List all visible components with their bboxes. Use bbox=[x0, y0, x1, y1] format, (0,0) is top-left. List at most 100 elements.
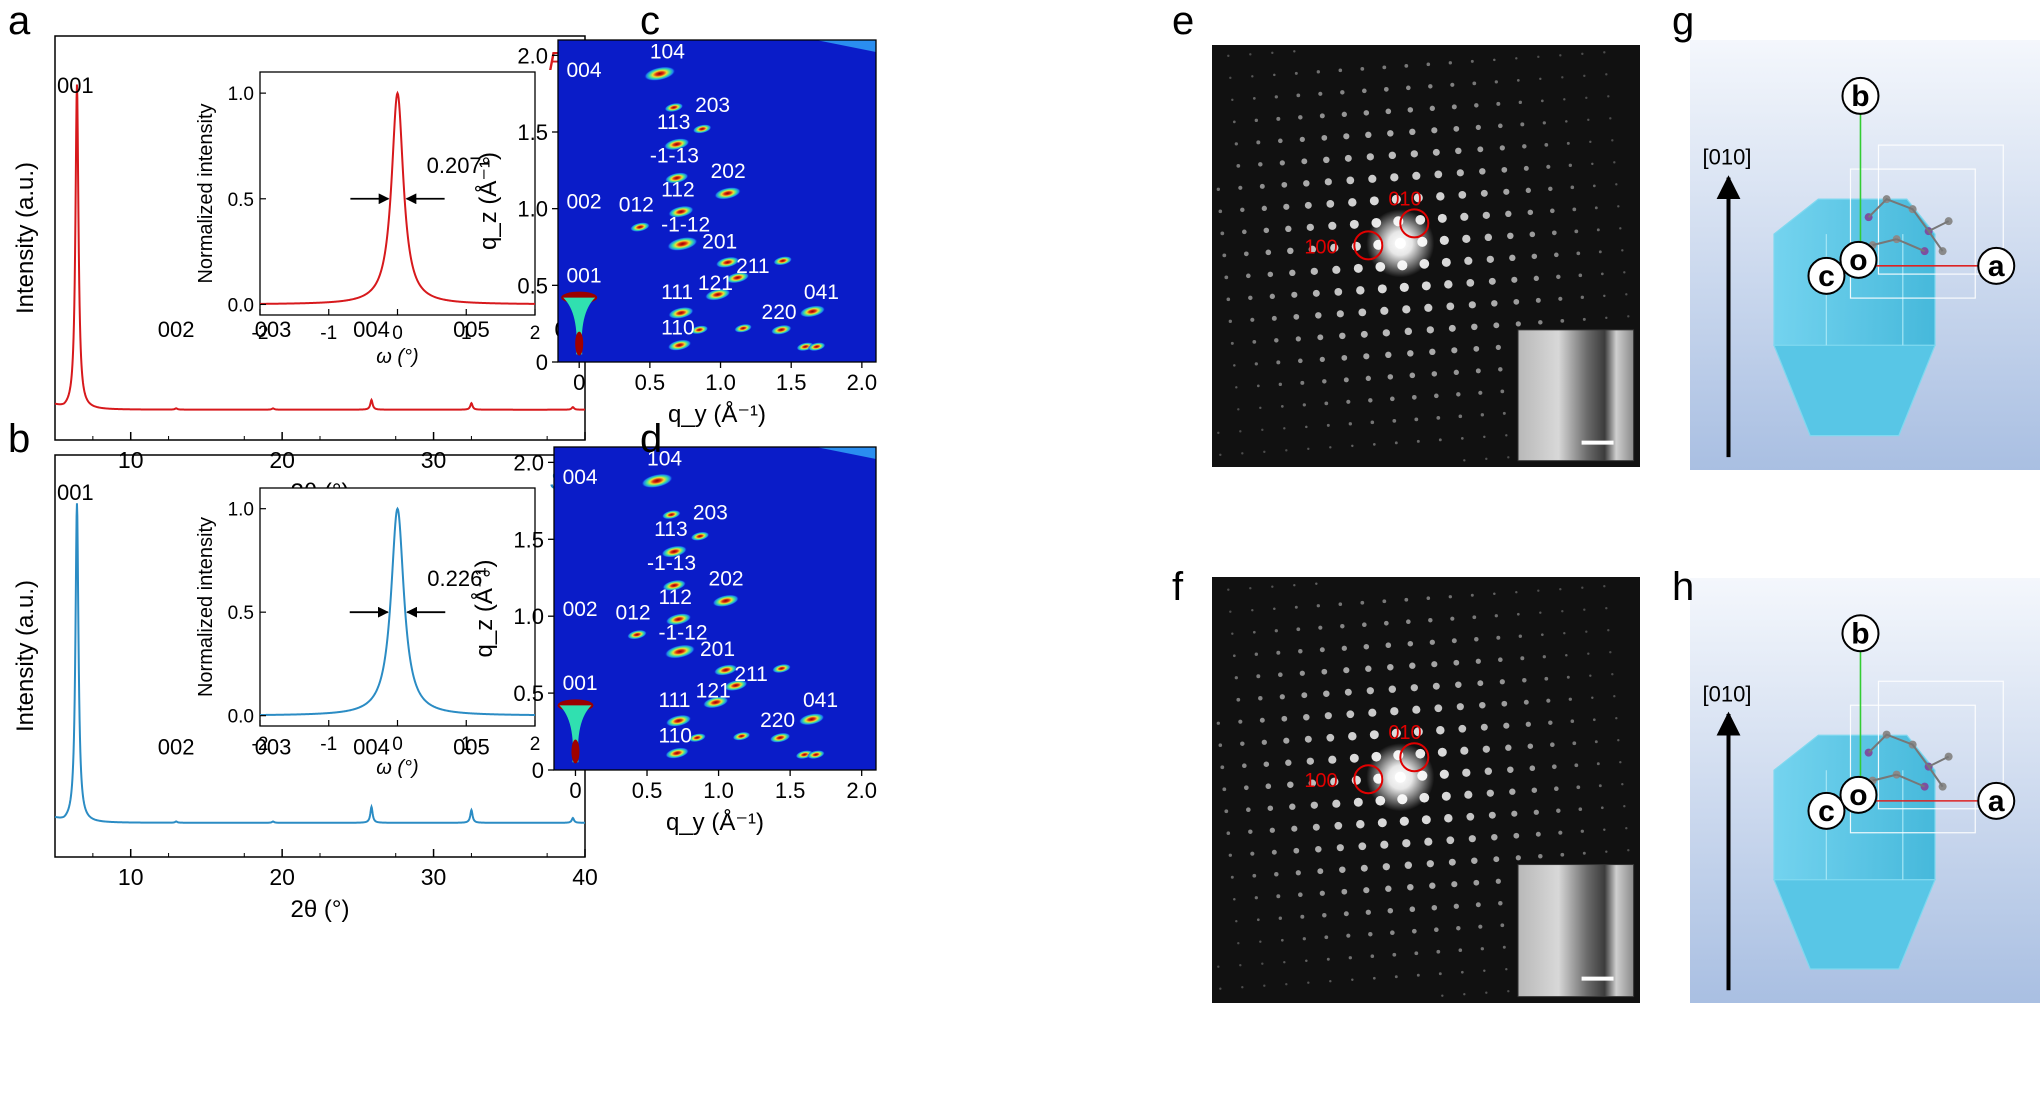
tem-diffraction-spot bbox=[1251, 609, 1254, 612]
tem-diffraction-spot bbox=[1585, 96, 1588, 100]
inset-x-axis-label: ω (°) bbox=[376, 346, 418, 368]
diffraction-spot bbox=[773, 256, 793, 266]
tem-diffraction-spot bbox=[1300, 914, 1305, 919]
diffraction-spot bbox=[668, 306, 694, 319]
tem-diffraction-spot bbox=[1402, 305, 1411, 314]
tem-diffraction-spot bbox=[1539, 77, 1542, 81]
tem-diffraction-spot bbox=[1605, 316, 1608, 320]
tem-diffraction-spot bbox=[1254, 118, 1259, 123]
axis-label-c-text: c bbox=[1818, 795, 1835, 828]
index-circle-100 bbox=[1353, 764, 1384, 795]
tem-diffraction-spot bbox=[1448, 61, 1452, 65]
tem-diffraction-spot bbox=[1509, 254, 1516, 262]
tem-diffraction-spot bbox=[1346, 933, 1351, 938]
x-tick-label: 30 bbox=[421, 864, 447, 890]
tem-diffraction-spot bbox=[1315, 582, 1318, 585]
tem-diffraction-spot bbox=[1235, 920, 1238, 923]
axis-label-a-badge bbox=[1977, 781, 2016, 820]
tem-diffraction-spot bbox=[1483, 435, 1486, 439]
tem-diffraction-spot bbox=[1453, 903, 1459, 909]
miller-index-label: 203 bbox=[695, 94, 730, 117]
tem-diffraction-spot bbox=[1217, 431, 1220, 435]
tem-diffraction-spot bbox=[1409, 906, 1416, 913]
diffraction-spot bbox=[667, 236, 698, 251]
tem-diffraction-spot bbox=[1227, 588, 1230, 591]
tem-diffraction-spot bbox=[1406, 85, 1411, 91]
tem-diffraction-spot bbox=[1473, 345, 1480, 352]
tem-diffraction-spot bbox=[1424, 837, 1433, 846]
tem-diffraction-spot bbox=[1261, 205, 1267, 211]
inset-rocking-curve bbox=[260, 506, 535, 716]
tem-diffraction-spot bbox=[1341, 111, 1347, 117]
unit-cell-back bbox=[1877, 680, 2004, 810]
tem-diffraction-spot bbox=[1326, 423, 1330, 427]
tem-diffraction-spot bbox=[1382, 329, 1390, 337]
panel-a: 001002003004005006102030402θ (°)Intensit… bbox=[12, 35, 598, 506]
diffraction-spot bbox=[723, 679, 748, 691]
tem-diffraction-spot bbox=[1252, 630, 1256, 634]
panel-b: 001002003004005006102030402θ (°)Intensit… bbox=[12, 454, 598, 923]
miller-index-label: -1-13 bbox=[647, 552, 696, 575]
miller-index-label: 203 bbox=[693, 501, 728, 524]
diffraction-spot bbox=[688, 733, 706, 743]
miller-index-label: 112 bbox=[661, 178, 694, 201]
tem-diffraction-spot bbox=[1502, 945, 1506, 949]
tem-diffraction-spot bbox=[1318, 91, 1323, 96]
axis-label-a-badge bbox=[1977, 246, 2016, 285]
tem-diffraction-spot bbox=[1300, 380, 1305, 385]
tem-diffraction-spot bbox=[1321, 668, 1328, 675]
tem-diffraction-spot bbox=[1498, 657, 1503, 663]
tem-diffraction-spot bbox=[1603, 51, 1606, 54]
inset-y-tick-label: 1.0 bbox=[228, 84, 254, 105]
tem-diffraction-spot bbox=[1383, 620, 1389, 626]
index-circle-010 bbox=[1399, 208, 1430, 239]
tem-diffraction-spot bbox=[1525, 187, 1531, 193]
tem-diffraction-spot bbox=[1346, 710, 1355, 719]
tem-diffraction-spot bbox=[1263, 227, 1270, 234]
tem-diffraction-spot bbox=[1239, 430, 1242, 433]
tem-diffraction-spot bbox=[1353, 263, 1363, 273]
tem-diffraction-spot bbox=[1289, 803, 1296, 810]
tem-diffraction-spot bbox=[1344, 688, 1352, 696]
diffraction-spot bbox=[627, 629, 647, 640]
tem-diffraction-spot bbox=[1259, 717, 1265, 723]
tem-diffraction-spot bbox=[1513, 832, 1520, 839]
tem-diffraction-spot bbox=[1232, 120, 1236, 124]
tem-diffraction-spot bbox=[1407, 640, 1414, 647]
tem-diffraction-spot bbox=[1319, 647, 1325, 653]
diffraction-spot bbox=[662, 579, 686, 592]
tem-diffraction-spot bbox=[1240, 741, 1245, 746]
diffraction-spot bbox=[641, 473, 673, 489]
tem-diffraction-spot bbox=[1276, 650, 1281, 655]
tem-diffraction-spot bbox=[1531, 787, 1538, 793]
tem-diffraction-spot bbox=[1273, 73, 1276, 77]
tem-diffraction-spot bbox=[1298, 892, 1303, 898]
tem-diffraction-spot bbox=[1480, 413, 1484, 417]
panel-letter-c: c bbox=[640, 0, 660, 43]
tem-diffraction-spot bbox=[1363, 643, 1370, 650]
y-tick-label: 0 bbox=[536, 350, 548, 375]
heatmap-background bbox=[554, 447, 876, 770]
tem-diffraction-spot bbox=[1283, 961, 1286, 964]
x-tick-label: 1.5 bbox=[775, 778, 806, 803]
tem-diffraction-spot bbox=[1351, 775, 1361, 785]
tem-diffraction-spot bbox=[1391, 194, 1401, 204]
tem-diffraction-spot bbox=[1615, 717, 1618, 720]
tem-diffraction-spot bbox=[1485, 457, 1488, 461]
peak-label: 005 bbox=[453, 734, 490, 759]
axis-label-b-text: b bbox=[1851, 80, 1869, 113]
tem-diffraction-spot bbox=[1407, 883, 1414, 891]
index-circle-010 bbox=[1399, 742, 1430, 773]
tem-diffraction-spot bbox=[1550, 742, 1555, 748]
tem-diffraction-spot bbox=[1261, 962, 1264, 965]
tem-diffraction-spot bbox=[1407, 107, 1414, 113]
tem-diffraction-spot bbox=[1570, 719, 1575, 724]
tem-diffraction-spot bbox=[1380, 306, 1389, 315]
tem-diffraction-spot bbox=[1377, 284, 1387, 294]
x-axis-label: q_y (Å⁻¹) bbox=[666, 808, 764, 836]
tem-diffraction-spot bbox=[1315, 312, 1322, 319]
tem-diffraction-spot bbox=[1394, 975, 1398, 979]
tem-diffraction-spot bbox=[1404, 63, 1409, 68]
tem-diffraction-spot bbox=[1370, 954, 1375, 959]
tem-diffraction-spot bbox=[1560, 852, 1565, 857]
